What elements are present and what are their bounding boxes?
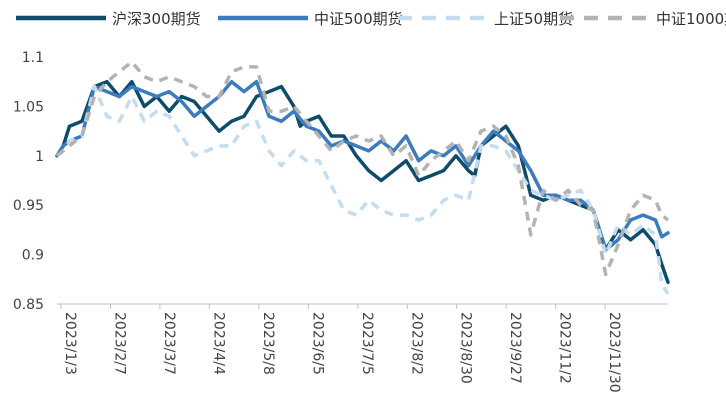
x-tick-label: 2023/6/5 [309, 312, 325, 375]
x-tick-label: 2023/11/2 [557, 312, 573, 384]
y-tick-label: 1 [35, 149, 44, 165]
x-tick-label: 2023/5/8 [260, 312, 276, 375]
series-line-4 [55, 60, 670, 277]
legend-label-3: 上证50期货 [494, 10, 573, 28]
legend: 沪深300期货 中证500期货 上证50期货 中证1000期货 [16, 10, 726, 28]
legend-label-4: 中证1000期货 [656, 10, 726, 28]
x-tick-label: 2023/2/7 [111, 312, 127, 375]
y-tick-label: 1.05 [13, 99, 44, 115]
series-line-3 [55, 84, 670, 296]
y-tick-label: 1.1 [22, 50, 44, 66]
x-tick-label: 2023/9/27 [507, 312, 523, 384]
legend-label-1: 沪深300期货 [112, 10, 201, 28]
x-tick-label: 2023/1/3 [62, 312, 78, 375]
y-axis: 0.85 0.9 0.95 1 1.05 1.1 [13, 50, 44, 313]
y-tick-label: 0.85 [13, 297, 44, 313]
series-group [55, 60, 670, 296]
x-tick-label: 2023/7/5 [359, 312, 375, 375]
x-tick-label: 2023/8/2 [408, 312, 424, 375]
x-tick-label: 2023/8/30 [458, 312, 474, 384]
legend-label-2: 中证500期货 [314, 10, 403, 28]
x-axis: 2023/1/3 2023/2/7 2023/3/7 2023/4/4 2023/5/8… [57, 303, 668, 393]
x-tick-label: 2023/4/4 [210, 312, 226, 375]
x-tick-label: 2023/11/30 [606, 312, 622, 393]
series-line-1 [55, 79, 670, 285]
y-tick-label: 0.9 [22, 248, 44, 264]
y-tick-label: 0.95 [13, 198, 44, 214]
x-tick-label: 2023/3/7 [161, 312, 177, 375]
